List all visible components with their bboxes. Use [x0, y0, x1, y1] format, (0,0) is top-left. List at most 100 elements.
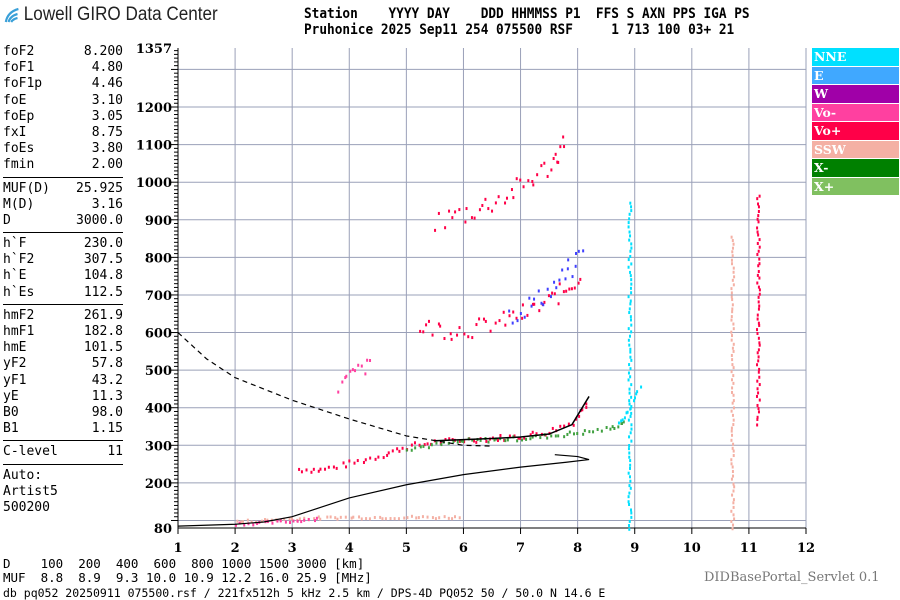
echo-point: [731, 278, 734, 282]
param-value: 8.75: [91, 124, 123, 140]
echo-point: [757, 407, 760, 411]
echo-point: [504, 201, 507, 205]
echo-point: [243, 523, 246, 527]
echo-point: [519, 436, 522, 440]
echo-point: [557, 160, 560, 164]
echo-point: [731, 307, 734, 311]
param-value: 11.3: [91, 388, 123, 404]
echo-point: [756, 328, 759, 332]
echo-point: [628, 402, 631, 406]
echo-point: [406, 516, 409, 520]
echo-point: [260, 519, 263, 523]
echo-point: [405, 448, 408, 452]
echo-point: [629, 274, 632, 278]
echo-point: [470, 216, 473, 220]
echo-point: [307, 517, 310, 521]
echo-point: [298, 467, 301, 471]
echo-point: [732, 406, 735, 410]
echo-point: [493, 438, 496, 442]
echo-point: [732, 270, 735, 274]
echo-point: [756, 226, 759, 230]
echo-point: [523, 315, 526, 319]
echo-point: [288, 517, 291, 521]
param-name: fmin: [3, 157, 35, 173]
echo-point: [757, 321, 760, 325]
echo-point: [730, 295, 733, 299]
echo-point: [627, 225, 630, 229]
echo-point: [731, 298, 734, 302]
echo-point: [730, 409, 733, 413]
echo-point: [600, 429, 603, 433]
separator: [3, 463, 123, 465]
echo-point: [546, 174, 549, 178]
echo-point: [519, 311, 522, 315]
echo-point: [357, 363, 360, 367]
echo-point: [559, 424, 562, 428]
echo-point: [630, 242, 633, 246]
echo-point: [756, 351, 759, 355]
echo-point: [369, 359, 372, 363]
echo-point: [553, 292, 556, 296]
echo-point: [731, 250, 734, 254]
station-header: Station YYYY DAY DDD HHMMSS P1 FFS S AXN…: [304, 6, 750, 38]
echo-point: [733, 275, 736, 279]
param-value: 230.0: [83, 236, 123, 252]
echo-point: [621, 418, 624, 422]
echo-point: [336, 517, 339, 521]
echo-point: [327, 465, 330, 469]
echo-point: [628, 363, 631, 367]
echo-point: [731, 390, 734, 394]
echo-point: [447, 516, 450, 520]
echo-point: [360, 364, 363, 368]
echo-point: [531, 435, 534, 439]
param-name: yF2: [3, 356, 27, 372]
echo-point: [279, 519, 282, 523]
echo-point: [439, 324, 442, 328]
echo-point: [629, 315, 632, 319]
echo-point: [730, 477, 733, 481]
param-value: 3.10: [91, 92, 123, 108]
param-row: hmF2 261.9: [3, 308, 123, 324]
echo-point: [730, 338, 733, 342]
echo-point: [732, 342, 735, 346]
y-tick-label: 1100: [136, 139, 172, 154]
echo-point: [730, 291, 733, 295]
param-name: foF1: [3, 60, 35, 76]
echo-point: [531, 302, 534, 306]
echo-point: [539, 436, 542, 440]
echo-point: [271, 521, 274, 525]
echo-point: [498, 319, 501, 323]
echo-point: [508, 309, 511, 313]
echo-point: [234, 523, 237, 527]
echo-point: [758, 292, 761, 296]
echo-point: [567, 258, 570, 262]
echo-point: [512, 310, 515, 314]
echo-point: [628, 238, 631, 242]
y-tick-label: 500: [145, 364, 172, 379]
servlet-label: DIDBasePortal_Servlet 0.1: [704, 570, 880, 585]
separator: [3, 440, 123, 442]
echo-point: [756, 331, 759, 335]
echo-point: [630, 511, 633, 515]
echo-point: [393, 517, 396, 521]
echo-point: [465, 207, 468, 211]
echo-point: [578, 414, 581, 418]
echo-point: [458, 439, 461, 443]
echo-point: [504, 323, 507, 327]
echo-point: [448, 209, 451, 213]
echo-point: [464, 220, 467, 224]
echo-point: [731, 527, 734, 531]
echo-point: [354, 369, 357, 373]
legend-item: Vo-: [812, 103, 899, 121]
echo-point: [635, 392, 638, 396]
echo-point: [629, 431, 632, 435]
echo-point: [467, 335, 470, 339]
echo-point: [283, 517, 286, 521]
echo-point: [629, 406, 632, 410]
echo-point: [755, 394, 758, 398]
echo-point: [350, 516, 353, 520]
param-row: h`E 104.8: [3, 268, 123, 284]
echo-point: [570, 287, 573, 291]
echo-point: [622, 420, 625, 424]
echo-point: [475, 440, 478, 444]
